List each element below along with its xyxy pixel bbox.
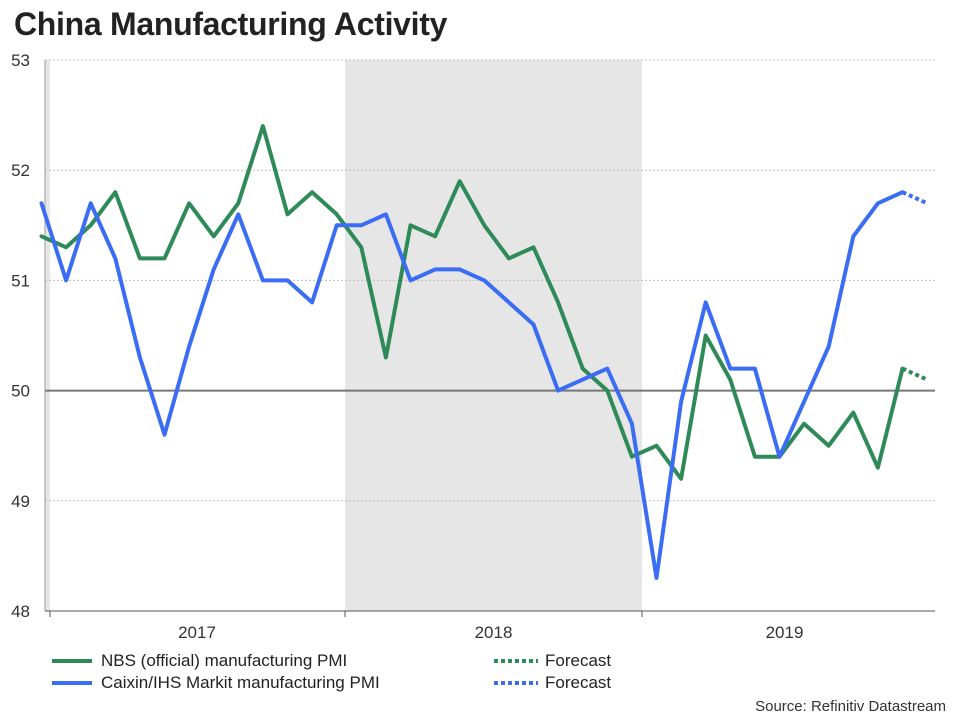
series-line-caixin (39, 190, 905, 580)
shaded-edge (45, 60, 50, 611)
y-tick-label: 51 (11, 271, 30, 290)
legend-label-forecast-nbs: Forecast (545, 651, 612, 670)
y-tick-label: 50 (11, 382, 30, 401)
x-tick-label: 2019 (766, 623, 804, 642)
legend-label-nbs: NBS (official) manufacturing PMI (101, 651, 348, 670)
x-tick-label: 2017 (178, 623, 216, 642)
source-note: Source: Refinitiv Datastream (755, 698, 946, 715)
legend-label-forecast-caixin: Forecast (545, 673, 612, 692)
y-tick-label: 52 (11, 161, 30, 180)
y-tick-label: 49 (11, 492, 30, 511)
chart-title: China Manufacturing Activity (14, 6, 448, 42)
y-tick-label: 48 (11, 602, 30, 621)
series-line-nbs (39, 124, 905, 481)
x-tick-label: 2018 (475, 623, 513, 642)
forecast-line-caixin (901, 190, 928, 206)
y-tick-label: 53 (11, 51, 30, 70)
shaded-period-2018 (345, 60, 642, 611)
legend-label-caixin: Caixin/IHS Markit manufacturing PMI (101, 673, 380, 692)
forecast-line-nbs (901, 366, 928, 382)
